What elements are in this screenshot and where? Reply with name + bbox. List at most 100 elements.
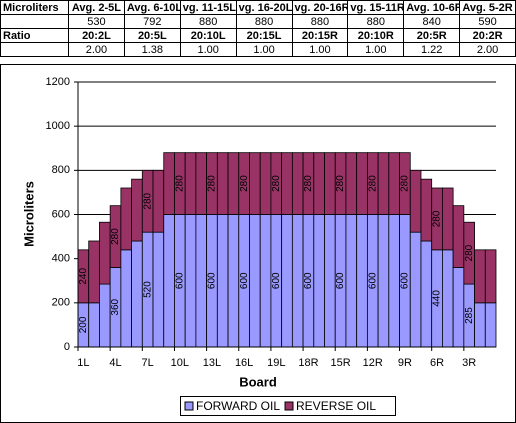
- bar-segment: [420, 178, 433, 242]
- y-tick-label: 200: [52, 297, 70, 309]
- bar-segment: [259, 152, 272, 215]
- bar-segment: [152, 169, 165, 233]
- table-cell: vg. 16-20L: [235, 0, 293, 15]
- table-cell: 1.00: [347, 42, 405, 57]
- bar-segment: [281, 214, 293, 348]
- data-label: 600: [174, 272, 185, 289]
- bar-segment: [195, 152, 208, 215]
- data-label: 280: [271, 175, 282, 192]
- bar-segment: [356, 152, 368, 215]
- bar-segment: [324, 152, 336, 215]
- bar-segment: [163, 152, 175, 215]
- y-tick-label: 800: [52, 164, 70, 176]
- bar-segment: [291, 214, 304, 348]
- bar-segment: [131, 240, 143, 348]
- data-label: 280: [207, 175, 218, 192]
- bar-segment: [227, 152, 240, 215]
- bar-segment: [409, 169, 422, 233]
- y-tick-label: 1200: [46, 76, 70, 88]
- bar-segment: [216, 152, 229, 215]
- bar-segment: [184, 214, 197, 348]
- table-row: 2.00 1.38 1.00 1.00 1.00 1.00 1.22 2.00: [0, 42, 516, 57]
- table-cell: 20:5L: [123, 28, 181, 43]
- table-row: Microliters Avg. 2-5L Avg. 6-10L vg. 11-15L…: [0, 0, 516, 15]
- bar-segment: [120, 187, 132, 251]
- y-tick-label: 1000: [46, 120, 70, 132]
- bar-segment: [249, 152, 261, 215]
- bar-segment: [131, 178, 143, 242]
- data-label: 280: [142, 192, 153, 209]
- x-tick-label: 12R: [363, 357, 383, 369]
- x-tick-label: 18R: [298, 357, 318, 369]
- bar-segment: [388, 214, 400, 348]
- data-label: 600: [335, 272, 346, 289]
- bar-segment: [88, 240, 100, 304]
- legend-label: FORWARD OIL: [196, 399, 280, 413]
- bar-segment: [484, 302, 497, 348]
- x-tick-label: 3R: [462, 357, 476, 369]
- bar-segment: [388, 152, 400, 215]
- data-label: 280: [239, 175, 250, 192]
- bar-segment: [313, 214, 325, 348]
- table-cell: 1.00: [291, 42, 349, 57]
- x-tick-label: 16L: [235, 357, 253, 369]
- bar-segment: [88, 302, 100, 348]
- bar-segment: [99, 221, 111, 285]
- bar-segment: [442, 249, 454, 348]
- bar-segment: [377, 152, 390, 215]
- bar-segment: [345, 214, 358, 348]
- bar-segment: [345, 152, 358, 215]
- data-label: 520: [142, 281, 153, 298]
- data-label: 280: [174, 175, 185, 192]
- bar-segment: [216, 214, 229, 348]
- data-label: 280: [464, 244, 475, 261]
- data-label: 600: [271, 272, 282, 289]
- legend-label: REVERSE OIL: [296, 399, 376, 413]
- table-cell: 880: [179, 14, 237, 29]
- x-tick-label: 13L: [203, 357, 221, 369]
- bar-segment: [291, 152, 304, 215]
- bar-segment: [324, 214, 336, 348]
- table-cell: 2.00: [459, 42, 516, 57]
- table-cell: 1.38: [123, 42, 181, 57]
- legend: FORWARD OIL REVERSE OIL: [180, 396, 396, 416]
- table-cell: 20:10L: [179, 28, 237, 43]
- bar-segment: [313, 152, 325, 215]
- x-tick-label: 1L: [77, 357, 89, 369]
- table-cell: 1.22: [403, 42, 461, 57]
- data-label: 600: [400, 272, 411, 289]
- table-cell: Avg. 5-2R: [459, 0, 516, 15]
- table-cell: vg. 20-16R: [291, 0, 349, 15]
- data-label: 285: [464, 307, 475, 324]
- data-label: 600: [239, 272, 250, 289]
- table-cell: 590: [459, 14, 516, 29]
- x-tick-label: 15R: [330, 357, 350, 369]
- x-tick-label: 9R: [398, 357, 412, 369]
- y-tick-label: 0: [64, 341, 70, 353]
- x-tick-label: 6R: [430, 357, 444, 369]
- bar-segment: [120, 249, 132, 348]
- bar-segment: [377, 214, 390, 348]
- bar-segment: [152, 231, 165, 348]
- bar-segment: [409, 231, 422, 348]
- table-cell: 20:2R: [459, 28, 516, 43]
- bar-segment: [99, 283, 111, 348]
- legend-swatch: [184, 401, 194, 411]
- legend-swatch: [284, 401, 294, 411]
- bar-segment: [474, 302, 486, 348]
- data-label: 280: [335, 175, 346, 192]
- table-cell: 1.00: [179, 42, 237, 57]
- x-tick-label: 19L: [267, 357, 285, 369]
- x-tick-label: 7L: [142, 357, 154, 369]
- bar-segment: [452, 205, 465, 268]
- x-tick-label: 4L: [109, 357, 121, 369]
- table-row: Ratio 20:2L 20:5L 20:10L 20:15L 20:15R 20:10R 2…: [0, 28, 516, 43]
- bar-segment: [420, 240, 433, 348]
- data-label: 280: [110, 228, 121, 245]
- bar-segment: [184, 152, 197, 215]
- x-tick-label: 10L: [171, 357, 189, 369]
- bar-segment: [281, 152, 293, 215]
- bar-segment: [195, 214, 208, 348]
